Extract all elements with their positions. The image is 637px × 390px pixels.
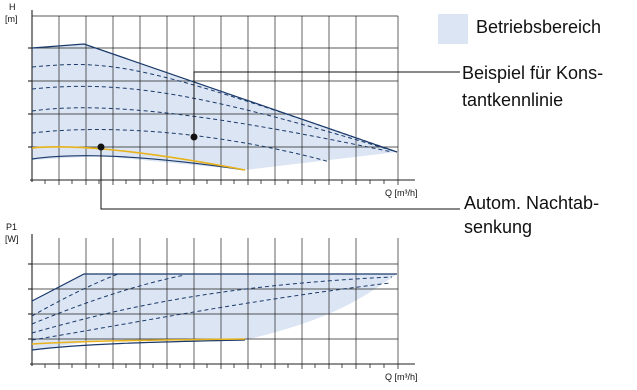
top-chart-axes [28,10,415,182]
top-night-mode-curve [31,146,246,171]
bottom-constant-curve-4 [31,282,391,341]
top-chart-x-ticks [44,180,399,185]
night-mode-leader-line [100,147,460,210]
bottom-night-mode-curve [31,338,246,345]
bottom-min-curve [31,339,246,351]
bottom-constant-curve-3 [31,276,393,334]
bottom-constant-curves [31,273,393,341]
bottom-y-axis-unit: [W] [5,234,19,244]
bottom-chart: P1 [W] Q [m³/h] [5,222,418,382]
bottom-chart-axes [28,234,415,366]
legend: Betriebsbereich [438,14,601,44]
top-min-curve [31,155,246,171]
top-chart: H [m] Q [m³/h] [5,2,418,198]
night-mode-label-line1: Autom. Nachtab- [464,193,599,213]
bottom-y-axis-symbol: P1 [6,222,17,232]
constant-curve-leader-line [193,71,460,137]
bottom-constant-curve-1 [31,273,119,317]
constant-curve-callout: Beispiel für Kons- tantkennlinie [190,63,603,141]
top-y-axis-symbol: H [9,2,16,12]
bottom-x-axis-label: Q [m³/h] [385,372,418,382]
night-mode-label-line2: senkung [464,217,532,237]
bottom-constant-curve-2 [31,274,186,325]
night-mode-callout: Autom. Nachtab- senkung [97,143,599,237]
top-chart-grid [32,15,399,180]
bottom-chart-x-ticks [44,364,399,369]
top-max-curve [31,43,398,153]
constant-curve-label-line2: tantkennlinie [462,90,563,110]
legend-label: Betriebsbereich [476,17,601,37]
bottom-operating-range-area [32,274,397,350]
top-operating-range-area [32,44,397,170]
bottom-chart-grid [32,238,399,364]
top-constant-curve-3 [31,107,393,153]
constant-curve-label-line1: Beispiel für Kons- [462,63,603,83]
top-constant-curve-2 [31,85,398,153]
top-y-axis-unit: [m] [5,14,18,24]
legend-swatch [438,14,468,44]
top-x-axis-label: Q [m³/h] [385,188,418,198]
bottom-max-curve [31,273,397,302]
